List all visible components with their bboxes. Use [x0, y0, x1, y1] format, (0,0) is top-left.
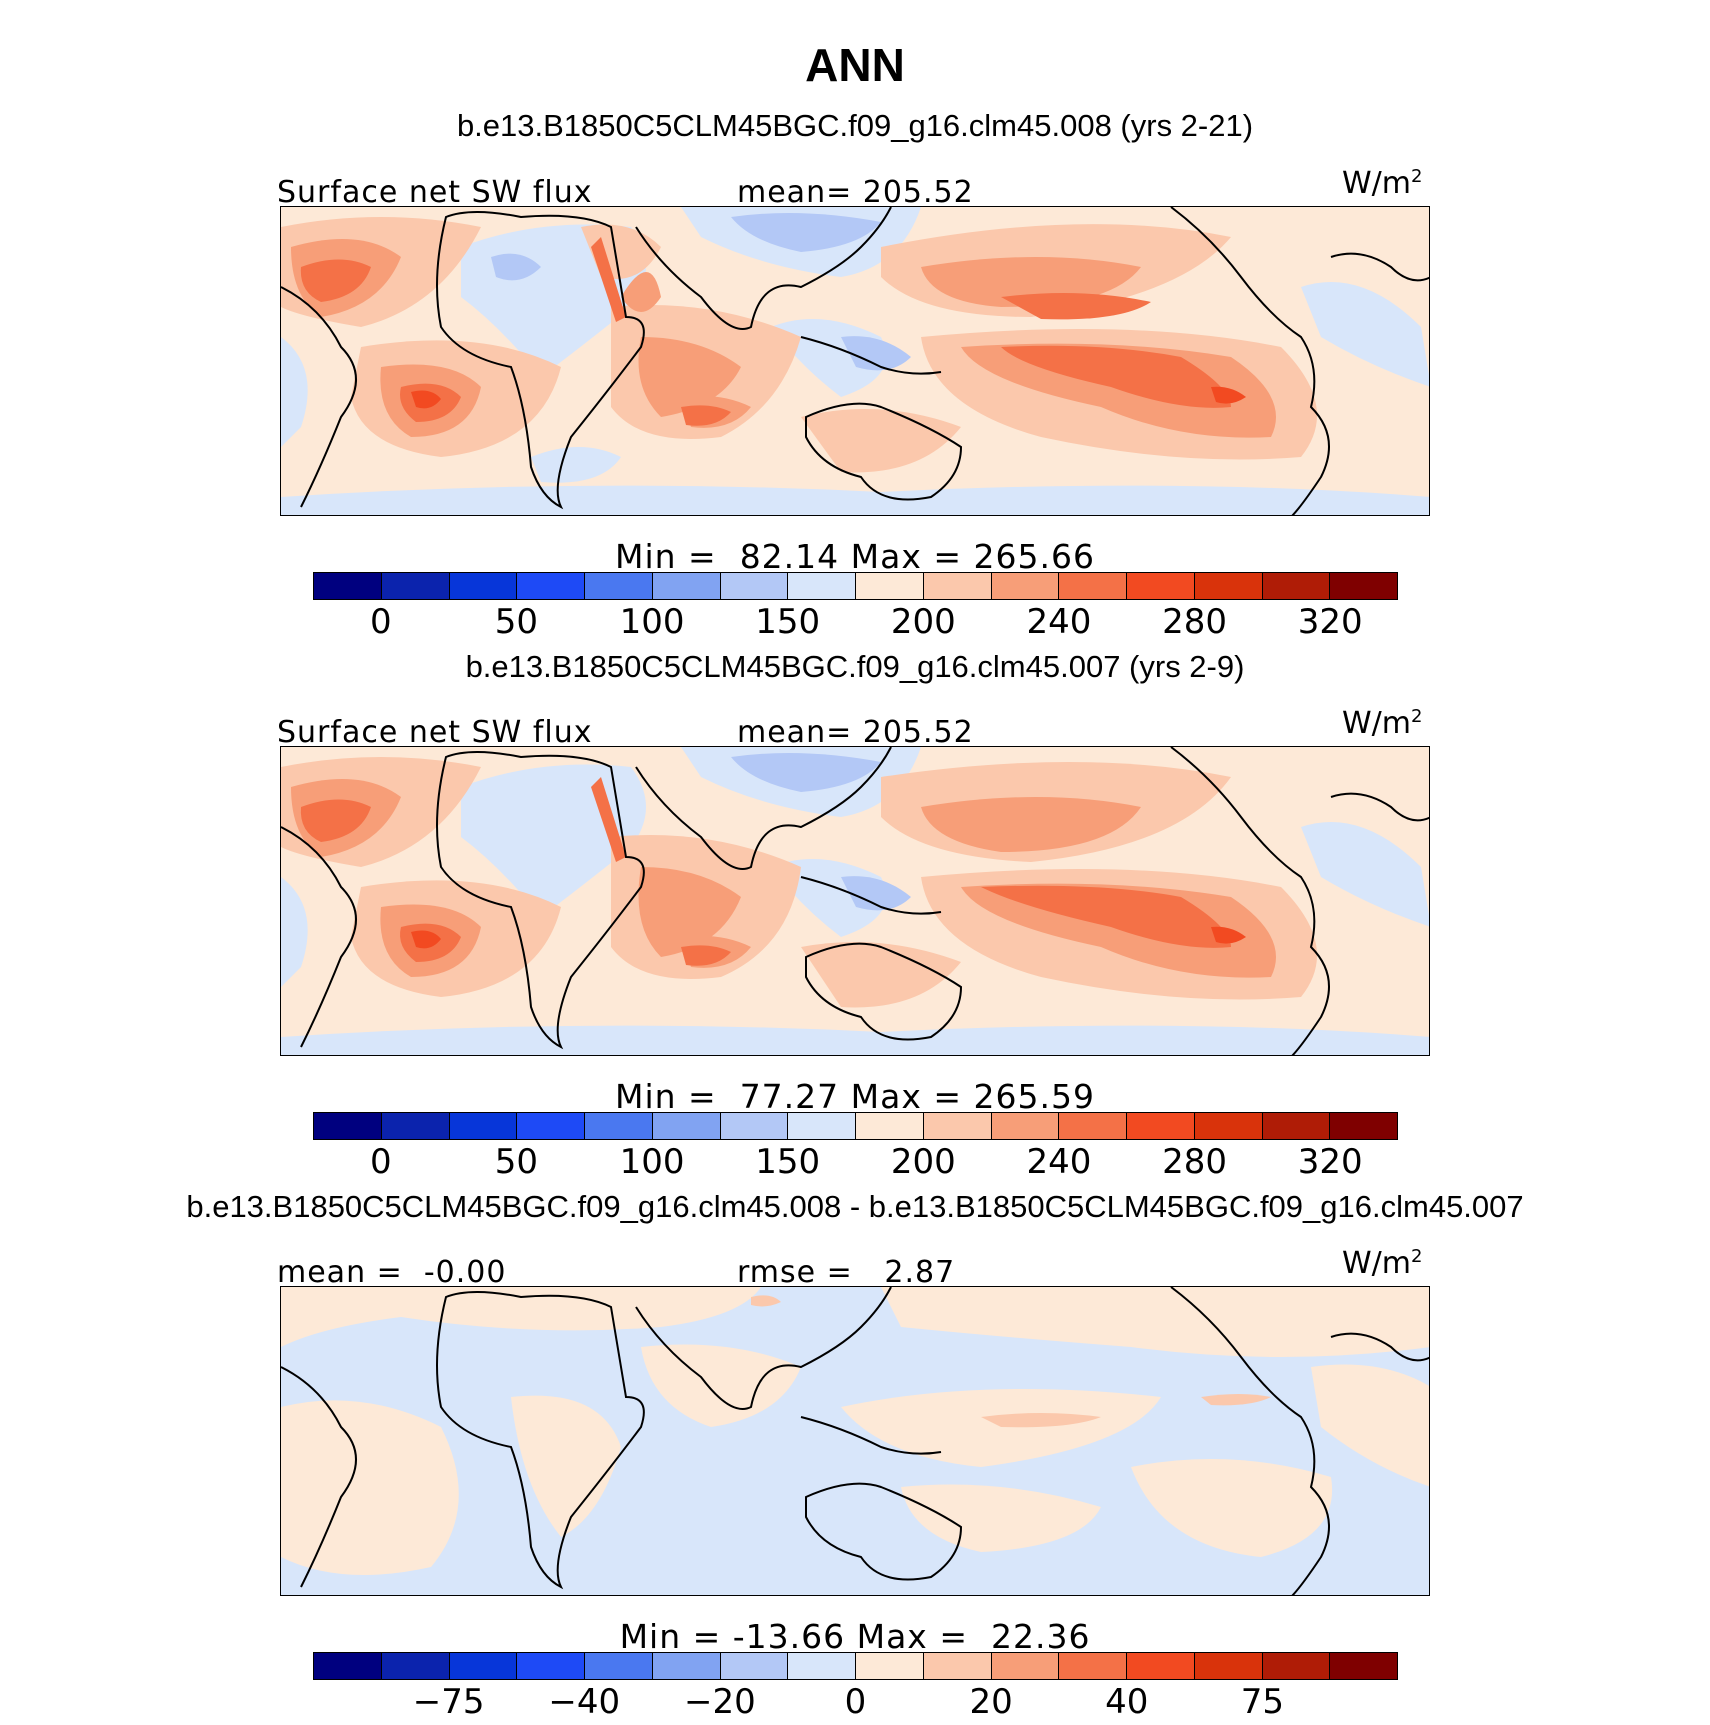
p3-colorbar-tick-label: 75: [1240, 1682, 1285, 1722]
p1-colorbar-tick-label: 280: [1162, 602, 1228, 642]
p3-colorbar-swatch: [856, 1653, 924, 1679]
p1-colorbar-swatch: [314, 573, 382, 599]
p2-colorbar-swatch: [1194, 1113, 1263, 1139]
p3-colorbar-swatch: [652, 1653, 721, 1679]
p2-colorbar-swatch: [449, 1113, 518, 1139]
p2-colorbar-swatch: [1262, 1113, 1331, 1139]
panel2-colorbar: [313, 1112, 1398, 1140]
panel2-minmax: Min = 77.27 Max = 265.59: [615, 1077, 1095, 1116]
p3-colorbar-swatch: [585, 1653, 653, 1679]
panel2-variable-label: Surface net SW flux: [277, 715, 593, 750]
p3-colorbar-tick-label: −40: [548, 1682, 621, 1722]
p3-colorbar-tick-label: 0: [844, 1682, 867, 1722]
p3-colorbar-tick-label: 20: [969, 1682, 1013, 1722]
panel3-mean-label: mean = -0.00: [277, 1255, 507, 1290]
panel1-units: W/m2: [1342, 166, 1423, 201]
p1-colorbar-swatch: [652, 573, 721, 599]
p3-colorbar-swatch: [1262, 1653, 1331, 1679]
p1-colorbar-tick-label: 0: [369, 602, 392, 642]
p1-colorbar-tick-label: 200: [890, 602, 956, 642]
p1-colorbar-swatch: [1330, 573, 1397, 599]
p3-colorbar-tick-label: −75: [412, 1682, 485, 1722]
p1-colorbar-swatch: [1262, 573, 1331, 599]
p1-colorbar-tick-label: 50: [494, 602, 539, 642]
p2-colorbar-swatch: [517, 1113, 585, 1139]
p3-colorbar-swatch: [314, 1653, 382, 1679]
p1-colorbar-swatch: [1194, 573, 1263, 599]
panel2-units: W/m2: [1342, 706, 1423, 741]
p1-colorbar-swatch: [991, 573, 1060, 599]
p2-colorbar-tick-label: 0: [369, 1142, 392, 1182]
p2-colorbar-tick-label: 240: [1026, 1142, 1092, 1182]
p3-colorbar-swatch: [449, 1653, 518, 1679]
p1-colorbar-tick-label: 100: [619, 602, 685, 642]
panel3-units: W/m2: [1342, 1246, 1423, 1281]
p1-colorbar-swatch: [1059, 573, 1127, 599]
p2-colorbar-swatch: [1330, 1113, 1397, 1139]
p3-colorbar-swatch: [1127, 1653, 1195, 1679]
p2-colorbar-swatch: [314, 1113, 382, 1139]
p1-colorbar-swatch: [449, 573, 518, 599]
p1-colorbar-tick-label: 240: [1026, 602, 1092, 642]
p1-colorbar-swatch: [923, 573, 992, 599]
p2-colorbar-swatch: [923, 1113, 992, 1139]
p3-colorbar-tick-label: 40: [1105, 1682, 1149, 1722]
p3-colorbar-swatch: [720, 1653, 789, 1679]
p2-colorbar-tick-label: 200: [890, 1142, 956, 1182]
p2-colorbar-swatch: [720, 1113, 789, 1139]
p3-colorbar-tick-label: −20: [683, 1682, 756, 1722]
p3-colorbar-swatch: [517, 1653, 585, 1679]
panel3-colorbar: [313, 1652, 1398, 1680]
panel1-map: [280, 206, 1430, 516]
figure-title: ANN: [805, 39, 905, 91]
p2-colorbar-swatch: [652, 1113, 721, 1139]
p1-colorbar-tick-label: 320: [1297, 602, 1363, 642]
p2-colorbar-tick-label: 50: [494, 1142, 539, 1182]
p3-colorbar-swatch: [788, 1653, 856, 1679]
panel2-mean-label: mean= 205.52: [737, 715, 974, 750]
p3-colorbar-swatch: [1330, 1653, 1397, 1679]
panel3-case-title: b.e13.B1850C5CLM45BGC.f09_g16.clm45.008 …: [186, 1189, 1524, 1224]
p2-colorbar-swatch: [381, 1113, 450, 1139]
p1-colorbar-swatch: [720, 573, 789, 599]
p1-colorbar-swatch: [856, 573, 924, 599]
p3-colorbar-swatch: [1059, 1653, 1127, 1679]
p1-colorbar-swatch: [788, 573, 856, 599]
p2-colorbar-tick-label: 280: [1162, 1142, 1228, 1182]
p1-colorbar-swatch: [1127, 573, 1195, 599]
panel1-case-title: b.e13.B1850C5CLM45BGC.f09_g16.clm45.008 …: [456, 108, 1254, 143]
panel2-map: [280, 746, 1430, 1056]
p1-colorbar-swatch: [381, 573, 450, 599]
panel3-difference-map: [280, 1286, 1430, 1596]
panel1-mean-label: mean= 205.52: [737, 175, 974, 210]
p2-colorbar-tick-label: 320: [1297, 1142, 1363, 1182]
p1-colorbar-swatch: [585, 573, 653, 599]
p1-colorbar-swatch: [517, 573, 585, 599]
p2-colorbar-swatch: [1059, 1113, 1127, 1139]
p3-colorbar-swatch: [1194, 1653, 1263, 1679]
p3-colorbar-swatch: [991, 1653, 1060, 1679]
p3-colorbar-swatch: [381, 1653, 450, 1679]
p2-colorbar-swatch: [1127, 1113, 1195, 1139]
p2-colorbar-tick-label: 150: [755, 1142, 821, 1182]
p1-colorbar-tick-label: 150: [755, 602, 821, 642]
panel1-minmax: Min = 82.14 Max = 265.66: [615, 537, 1095, 576]
p3-colorbar-swatch: [923, 1653, 992, 1679]
panel1-colorbar: [313, 572, 1398, 600]
panel1-variable-label: Surface net SW flux: [277, 175, 593, 210]
p2-colorbar-swatch: [585, 1113, 653, 1139]
p2-colorbar-swatch: [856, 1113, 924, 1139]
panel3-rmse-label: rmse = 2.87: [737, 1255, 956, 1290]
panel2-case-title: b.e13.B1850C5CLM45BGC.f09_g16.clm45.007 …: [465, 649, 1245, 684]
p2-colorbar-tick-label: 100: [619, 1142, 685, 1182]
p2-colorbar-swatch: [788, 1113, 856, 1139]
panel3-minmax: Min = -13.66 Max = 22.36: [619, 1617, 1091, 1656]
p2-colorbar-swatch: [991, 1113, 1060, 1139]
